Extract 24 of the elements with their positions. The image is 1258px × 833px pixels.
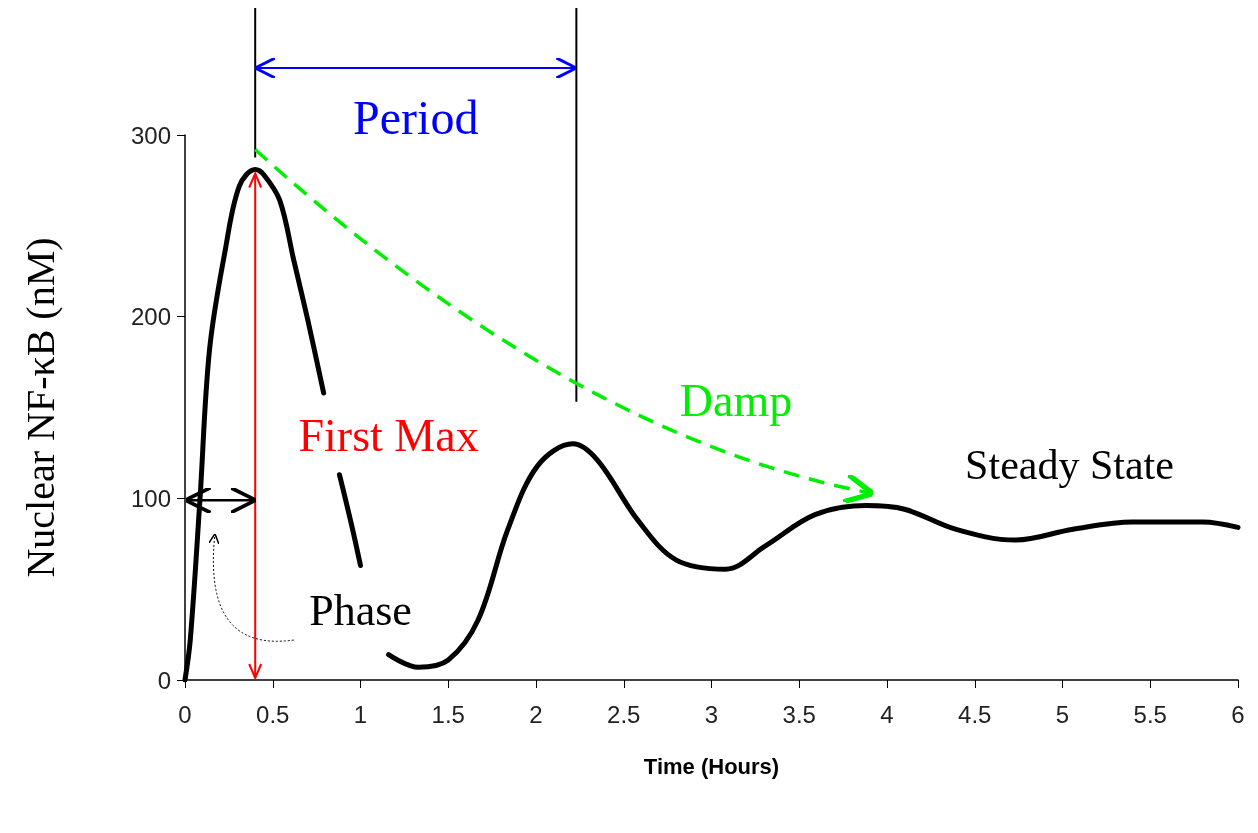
y-tick-label: 100 [130, 484, 171, 512]
annotation: Phase [309, 585, 412, 635]
annotation: Steady State [965, 441, 1174, 488]
y-tick-label: 0 [157, 666, 171, 694]
x-tick-label: 2 [529, 700, 543, 728]
y-tick-label: 200 [130, 303, 171, 331]
x-tick-label: 5 [1055, 700, 1070, 728]
x-tick-label: 4.5 [958, 700, 992, 728]
x-tick-label: 1 [353, 700, 368, 728]
x-tick-label: 3.5 [782, 700, 816, 728]
annotation: First Max [298, 409, 479, 461]
y-axis-title: Nuclear NF-κB (nM) [17, 237, 63, 578]
x-tick-label: 0 [178, 700, 192, 728]
x-tick-label: 0.5 [256, 700, 290, 728]
annotation: Damp [679, 375, 793, 427]
x-tick-label: 2.5 [607, 700, 641, 728]
x-axis-title: Time (Hours) [643, 753, 780, 779]
y-tick-label: 300 [130, 121, 171, 149]
x-tick-label: 6 [1231, 700, 1245, 728]
annotation: Period [353, 91, 479, 145]
x-tick-label: 1.5 [431, 700, 465, 728]
x-tick-label: 5.5 [1133, 700, 1167, 728]
x-tick-label: 4 [880, 700, 894, 728]
x-tick-label: 3 [704, 700, 719, 728]
